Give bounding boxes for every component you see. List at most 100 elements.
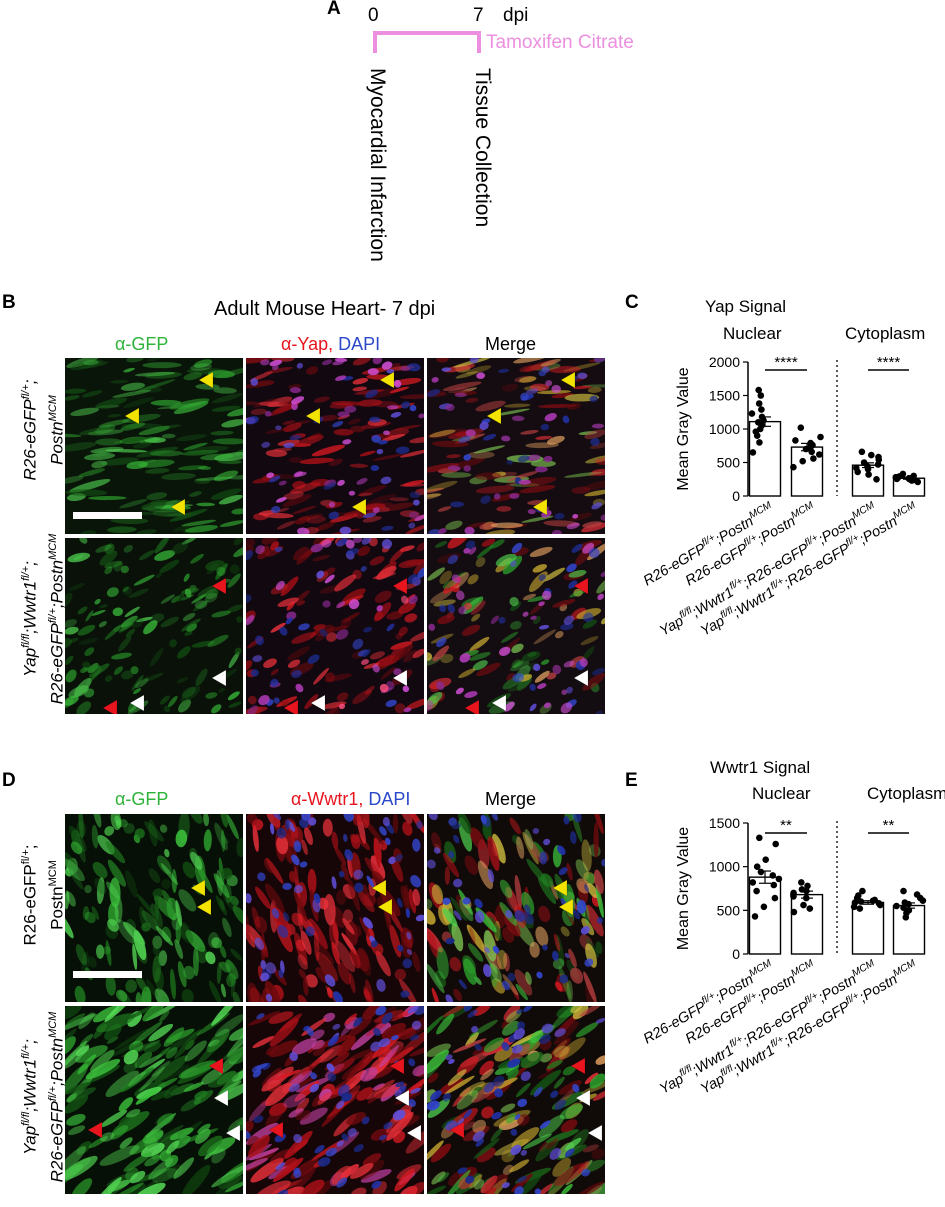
data-point [790, 893, 797, 900]
arrowhead-marker [558, 898, 574, 916]
data-point [758, 406, 765, 413]
micrograph-d-mut-merge [427, 1006, 605, 1194]
micrograph-d-ctrl-gfp [65, 814, 243, 1002]
arrowhead-marker [532, 498, 548, 516]
col-header-yap-dapi: α-Yap, DAPI [281, 334, 380, 355]
data-point [772, 840, 779, 848]
row-label-d-mut: Yapfl/fl;Wwtr1fl/+; R26-eGFPfl/+;PostnMC… [20, 1011, 67, 1183]
x-category-label: Yapfl/fl;Wwtr1fl/+;R26-eGFPfl/+;PostnMCM [697, 500, 922, 640]
event-myocardial-infarction: Myocardial Infarction [366, 68, 389, 262]
data-point [757, 868, 765, 876]
data-point [770, 881, 778, 889]
arrowhead-marker [575, 1089, 591, 1107]
arrowhead-marker [211, 669, 227, 687]
arrowhead-marker [560, 371, 576, 389]
micrograph-b-ctrl-merge [427, 358, 605, 534]
group-label-cytoplasm: Cytoplasm [867, 784, 945, 803]
data-point [790, 463, 797, 471]
data-point [771, 894, 779, 902]
data-point [900, 887, 907, 895]
micrograph-b-ctrl-yap [246, 358, 424, 534]
arrowhead-marker [406, 1124, 422, 1142]
y-axis-label: Mean Gray Value [675, 827, 692, 950]
chart-title: Yap Signal [705, 297, 786, 316]
y-tick-label: 500 [717, 455, 741, 471]
scale-bar-b [73, 512, 142, 519]
bar [790, 893, 824, 955]
arrowhead-marker [491, 694, 507, 712]
data-point [810, 455, 817, 462]
micrograph-b-ctrl-gfp [65, 358, 243, 534]
y-tick-label: 0 [732, 946, 740, 962]
arrowhead-marker [268, 1121, 284, 1139]
data-point [775, 875, 783, 883]
significance-stars: ** [780, 817, 792, 834]
scale-bar-d [73, 971, 142, 978]
data-point [873, 476, 880, 483]
data-point [802, 445, 810, 453]
y-axis-label: Mean Gray Value [675, 367, 692, 490]
arrowhead-marker [587, 1124, 603, 1142]
arrowhead-marker [394, 1089, 410, 1107]
chart-e-wwtr1-signal: Wwtr1 Signal Nuclear Cytoplasm 0 500 1000 1500… [641, 758, 945, 1098]
arrowhead-marker [310, 694, 326, 712]
data-point [769, 872, 777, 879]
col-header-merge: Merge [485, 334, 537, 354]
arrowhead-marker [196, 898, 212, 916]
data-point [762, 856, 769, 863]
data-point [753, 887, 760, 895]
panel-a-label: A [327, 0, 341, 19]
data-point [756, 834, 763, 842]
micrograph-b-mut-gfp [65, 538, 243, 714]
arrowhead-marker [283, 699, 299, 714]
data-point [865, 471, 872, 478]
micrograph-d-ctrl-merge [427, 814, 605, 1002]
arrowhead-marker [552, 879, 568, 897]
row-label-b-mut: Yapfl/fl;Wwtr1fl/+; R26-eGFPfl/+;PostnMC… [20, 533, 67, 705]
data-point [868, 451, 875, 459]
data-point [874, 461, 882, 468]
data-point [797, 424, 805, 431]
data-point [859, 887, 866, 895]
arrowhead-marker [371, 879, 387, 897]
arrowhead-marker [573, 669, 589, 687]
chart-title: Wwtr1 Signal [710, 758, 810, 777]
data-point [854, 468, 861, 476]
data-point [800, 901, 807, 909]
significance-stars: **** [877, 354, 901, 371]
group-label-cytoplasm: Cytoplasm [845, 324, 925, 343]
data-point [760, 903, 768, 911]
group-label-nuclear: Nuclear [723, 324, 782, 343]
data-point [751, 913, 759, 920]
tamoxifen-bar-right-tick [477, 31, 481, 53]
micrograph-d-ctrl-wwtr1 [246, 814, 424, 1002]
data-point [799, 457, 806, 465]
col-header-gfp-d: α-GFP [115, 789, 169, 809]
data-point [753, 432, 761, 439]
arrowhead-marker [213, 1089, 229, 1107]
arrowhead-marker [190, 879, 206, 897]
data-point [914, 478, 922, 486]
data-point [808, 448, 815, 456]
row-label-b-ctrl: R26-eGFPfl/+; PostnMCM [20, 379, 67, 481]
arrowhead-marker [305, 407, 321, 425]
data-point [806, 905, 814, 912]
data-point [753, 863, 761, 870]
y-tick-label: 500 [717, 902, 741, 918]
data-point [757, 392, 765, 399]
data-point [858, 448, 866, 456]
data-point [856, 905, 864, 912]
tamoxifen-bar [373, 31, 481, 35]
x-category-label: Yapfl/fl;Wwtr1fl/+;R26-eGFPfl/+;PostnMCM [656, 958, 881, 1098]
data-point [790, 908, 798, 916]
arrowhead-marker [392, 669, 408, 687]
tamoxifen-label: Tamoxifen Citrate [486, 32, 634, 53]
yap-text: α-Yap, [281, 334, 334, 354]
y-tick-label: 1500 [709, 388, 740, 404]
timeline-tick-7: 7 [473, 5, 484, 26]
data-point [792, 437, 799, 444]
col-header-merge-d: Merge [485, 789, 537, 809]
micrograph-d-mut-wwtr1 [246, 1006, 424, 1194]
arrowhead-marker [225, 1124, 241, 1142]
micrograph-b-mut-merge [427, 538, 605, 714]
